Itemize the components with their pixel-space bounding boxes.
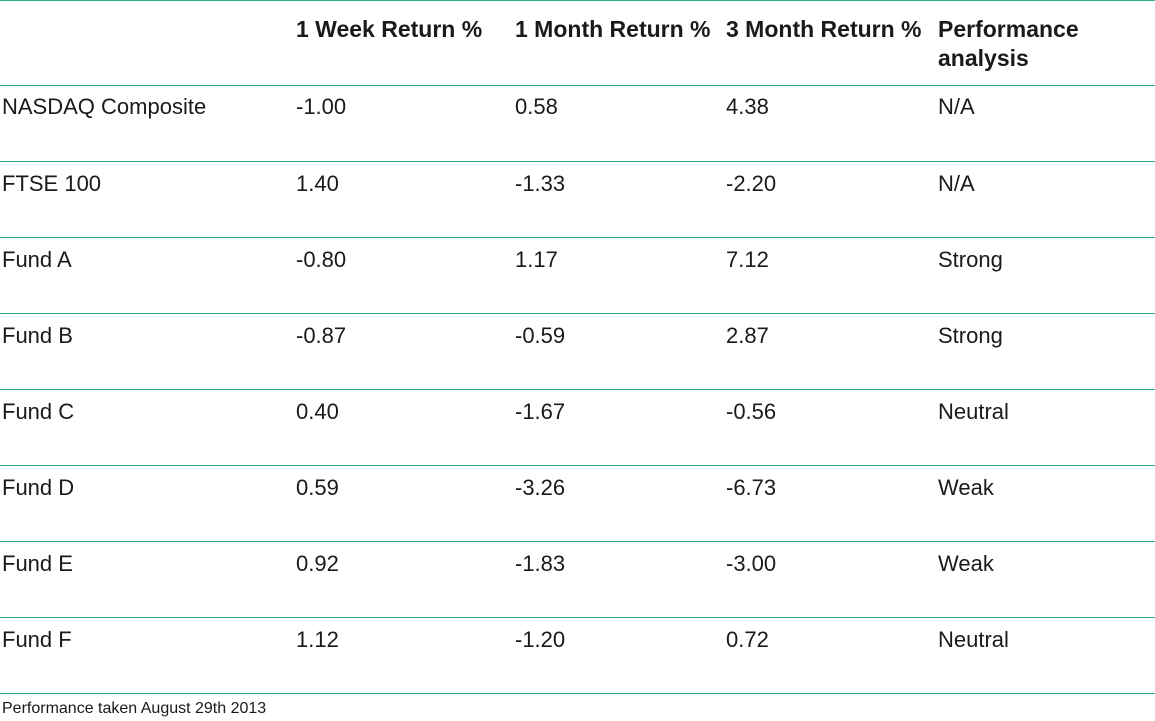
- performance-analysis-cell: N/A: [938, 161, 1155, 238]
- week-return-cell: -1.00: [296, 85, 515, 162]
- performance-analysis-cell: Neutral: [938, 389, 1155, 466]
- fund-name-cell: Fund A: [0, 237, 296, 314]
- week-return-cell: 1.40: [296, 161, 515, 238]
- performance-analysis-cell: N/A: [938, 85, 1155, 162]
- footnote: Performance taken August 29th 2013: [2, 700, 267, 717]
- month-return-cell: -1.33: [515, 161, 726, 238]
- table-row: Fund D 0.59 -3.26 -6.73 Weak: [0, 465, 1155, 542]
- three-month-return-cell: 2.87: [726, 313, 938, 390]
- header-performance-analysis: Performance analysis: [938, 0, 1155, 86]
- three-month-return-cell: -2.20: [726, 161, 938, 238]
- header-name-column: [0, 0, 296, 86]
- week-return-cell: 0.59: [296, 465, 515, 542]
- table-row: Fund B -0.87 -0.59 2.87 Strong: [0, 313, 1155, 390]
- three-month-return-cell: -3.00: [726, 541, 938, 618]
- table-row: NASDAQ Composite -1.00 0.58 4.38 N/A: [0, 85, 1155, 162]
- fund-name-cell: Fund C: [0, 389, 296, 466]
- week-return-cell: 0.40: [296, 389, 515, 466]
- header-1-week-return: 1 Week Return %: [296, 0, 515, 86]
- header-3-month-return: 3 Month Return %: [726, 0, 938, 86]
- table-row: Fund F 1.12 -1.20 0.72 Neutral: [0, 617, 1155, 694]
- three-month-return-cell: 4.38: [726, 85, 938, 162]
- month-return-cell: -1.20: [515, 617, 726, 694]
- three-month-return-cell: -6.73: [726, 465, 938, 542]
- performance-analysis-cell: Neutral: [938, 617, 1155, 694]
- week-return-cell: 0.92: [296, 541, 515, 618]
- performance-table: 1 Week Return % 1 Month Return % 3 Month…: [0, 0, 1155, 694]
- table-row: Fund C 0.40 -1.67 -0.56 Neutral: [0, 389, 1155, 466]
- header-1-month-return: 1 Month Return %: [515, 0, 726, 86]
- fund-name-cell: Fund F: [0, 617, 296, 694]
- three-month-return-cell: 7.12: [726, 237, 938, 314]
- fund-name-cell: NASDAQ Composite: [0, 85, 296, 162]
- month-return-cell: 0.58: [515, 85, 726, 162]
- month-return-cell: -0.59: [515, 313, 726, 390]
- three-month-return-cell: 0.72: [726, 617, 938, 694]
- month-return-cell: -1.67: [515, 389, 726, 466]
- fund-name-cell: Fund E: [0, 541, 296, 618]
- week-return-cell: -0.87: [296, 313, 515, 390]
- week-return-cell: -0.80: [296, 237, 515, 314]
- fund-name-cell: Fund B: [0, 313, 296, 390]
- three-month-return-cell: -0.56: [726, 389, 938, 466]
- table-row: FTSE 100 1.40 -1.33 -2.20 N/A: [0, 161, 1155, 238]
- performance-analysis-cell: Weak: [938, 465, 1155, 542]
- month-return-cell: -3.26: [515, 465, 726, 542]
- fund-name-cell: FTSE 100: [0, 161, 296, 238]
- performance-analysis-cell: Weak: [938, 541, 1155, 618]
- performance-analysis-cell: Strong: [938, 313, 1155, 390]
- week-return-cell: 1.12: [296, 617, 515, 694]
- month-return-cell: 1.17: [515, 237, 726, 314]
- table-row: Fund E 0.92 -1.83 -3.00 Weak: [0, 541, 1155, 618]
- header-row: 1 Week Return % 1 Month Return % 3 Month…: [0, 0, 1155, 86]
- performance-analysis-cell: Strong: [938, 237, 1155, 314]
- month-return-cell: -1.83: [515, 541, 726, 618]
- table-row: Fund A -0.80 1.17 7.12 Strong: [0, 237, 1155, 314]
- fund-name-cell: Fund D: [0, 465, 296, 542]
